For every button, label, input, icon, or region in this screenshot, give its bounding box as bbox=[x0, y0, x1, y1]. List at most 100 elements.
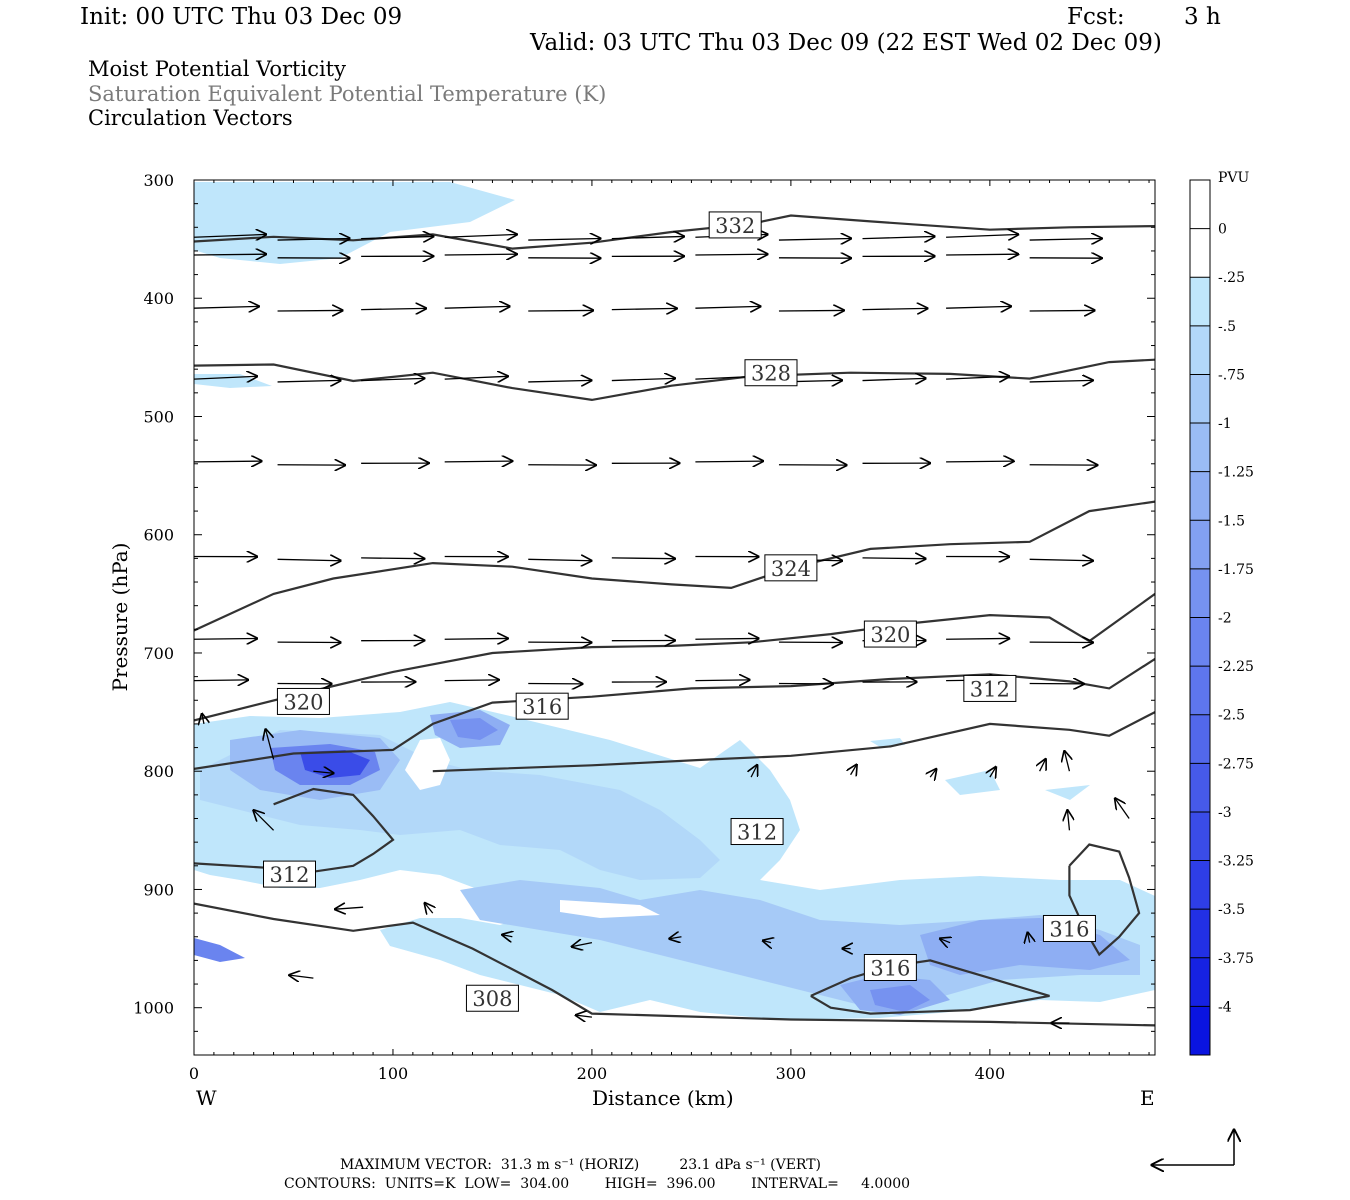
contour-label: 316 bbox=[870, 957, 910, 981]
field-title-theta-es: Saturation Equivalent Potential Temperat… bbox=[88, 82, 607, 106]
colorbar-label: -.75 bbox=[1218, 367, 1245, 383]
vector-arrow bbox=[946, 234, 1018, 237]
vector-arrow bbox=[1040, 759, 1046, 772]
colorbar-label: -1.25 bbox=[1218, 465, 1254, 481]
vector-arrow bbox=[990, 767, 996, 777]
theta-es-contour bbox=[194, 358, 1155, 402]
x-tick-label: 100 bbox=[378, 1064, 409, 1083]
vector-arrow bbox=[444, 376, 508, 379]
forecast-value: 3 h bbox=[1184, 4, 1221, 30]
contour-label-box bbox=[263, 860, 317, 888]
contour-label-box bbox=[515, 692, 569, 720]
vector-arrow bbox=[611, 236, 684, 238]
vector-arrow bbox=[1029, 380, 1093, 382]
colorbar-swatch bbox=[1190, 957, 1210, 1007]
colorbar: 0 -.25 -.5 -.75 -1 -1.25 -1.5 -1.75 -2 -2.25 -2.5 -… bbox=[1189, 179, 1254, 1056]
vector-arrow bbox=[444, 254, 517, 255]
theta-es-contour bbox=[194, 657, 1155, 770]
y-tick-label: 800 bbox=[143, 762, 174, 781]
colorbar-swatch bbox=[1190, 228, 1210, 278]
vector-arrow bbox=[862, 558, 926, 559]
contour-label: 316 bbox=[1049, 917, 1089, 941]
contour-label: 324 bbox=[771, 557, 811, 581]
vector-arrow bbox=[695, 306, 760, 308]
vector-arrow bbox=[194, 234, 266, 237]
vector-arrow bbox=[778, 310, 844, 311]
theta-es-contour bbox=[194, 500, 1155, 632]
vector-arrow bbox=[277, 238, 350, 240]
vector-arrow bbox=[277, 310, 343, 311]
vector-arrow bbox=[361, 378, 424, 380]
pv-region-top bbox=[194, 182, 515, 264]
valid-time: Valid: 03 UTC Thu 03 Dec 09 (22 EST Wed … bbox=[530, 30, 1162, 56]
y-tick-label: 300 bbox=[143, 171, 174, 190]
vector-arrow bbox=[266, 729, 275, 760]
footer-contours: CONTOURS: UNITS=K LOW= 304.00 HIGH= 396.… bbox=[284, 1176, 911, 1192]
contour-label: 312 bbox=[970, 677, 1010, 701]
vector-arrow bbox=[695, 638, 758, 639]
vector-arrow bbox=[1064, 751, 1069, 772]
colorbar-label: -3.75 bbox=[1218, 951, 1254, 967]
colorbar-label: -3.5 bbox=[1218, 902, 1245, 918]
colorbar-swatch bbox=[1190, 423, 1210, 473]
vector-arrow bbox=[361, 308, 426, 309]
x-tick-label: 400 bbox=[975, 1064, 1006, 1083]
vector-arrow bbox=[444, 306, 510, 308]
y-tick-label: 400 bbox=[143, 289, 174, 308]
vector-arrow bbox=[946, 254, 1018, 255]
colorbar-label: -2.5 bbox=[1218, 708, 1245, 724]
vector-arrow bbox=[335, 907, 364, 909]
vector-arrow bbox=[946, 638, 1009, 639]
vector-arrow bbox=[611, 378, 675, 380]
colorbar-unit: PVU bbox=[1218, 170, 1250, 186]
pv-region-mid bbox=[194, 374, 272, 388]
vector-arrow bbox=[695, 254, 767, 255]
vector-arrow bbox=[194, 461, 262, 462]
x-end-label-west: W bbox=[196, 1086, 217, 1110]
vector-arrow bbox=[695, 461, 763, 462]
colorbar-label: -3.25 bbox=[1218, 854, 1254, 870]
vector-arrow bbox=[194, 306, 259, 308]
vector-arrow bbox=[930, 769, 936, 777]
vector-arrow bbox=[946, 306, 1011, 308]
vector-arrow bbox=[946, 376, 1009, 379]
vector-arrow bbox=[528, 310, 593, 311]
theta-es-contour bbox=[432, 711, 1155, 773]
field-title-vectors: Circulation Vectors bbox=[88, 106, 293, 130]
vector-arrow bbox=[1067, 810, 1069, 831]
colorbar-swatch bbox=[1190, 714, 1210, 764]
colorbar-label: -2 bbox=[1218, 611, 1232, 627]
x-axis-title: Distance (km) bbox=[592, 1086, 734, 1110]
contour-label: 312 bbox=[269, 863, 309, 887]
contour-label: 320 bbox=[870, 623, 910, 647]
vector-arrow bbox=[851, 765, 857, 775]
colorbar-swatch bbox=[1190, 617, 1210, 667]
vector-arrow bbox=[444, 638, 508, 639]
colorbar-swatch bbox=[1190, 811, 1210, 862]
vector-arrow bbox=[202, 714, 204, 724]
y-axis-title: Pressure (hPa) bbox=[108, 542, 132, 692]
colorbar-swatch bbox=[1190, 763, 1210, 813]
colorbar-label: -1.5 bbox=[1218, 513, 1245, 529]
contour-label-box bbox=[730, 818, 784, 846]
colorbar-swatch bbox=[1190, 374, 1210, 424]
vector-arrow bbox=[778, 238, 851, 240]
colorbar-label: -2.75 bbox=[1218, 756, 1254, 772]
vector-arrow bbox=[289, 975, 314, 978]
vector-arrow bbox=[194, 254, 266, 255]
colorbar-label: -3 bbox=[1218, 805, 1232, 821]
forecast-label: Fcst: bbox=[1067, 4, 1125, 30]
circulation-vectors bbox=[194, 234, 1130, 1023]
contour-label-box bbox=[1042, 914, 1096, 942]
vector-arrow bbox=[194, 376, 257, 379]
contour-label: 308 bbox=[472, 987, 512, 1011]
vector-arrow bbox=[862, 378, 926, 380]
vector-arrow bbox=[576, 1015, 593, 1017]
vector-arrow bbox=[862, 236, 935, 238]
colorbar-swatch bbox=[1190, 1006, 1210, 1056]
x-tick-label: 0 bbox=[189, 1064, 199, 1083]
vector-arrow bbox=[1029, 559, 1093, 560]
vector-arrow bbox=[946, 461, 1014, 462]
contour-label-box bbox=[744, 359, 798, 387]
vector-arrow bbox=[528, 559, 591, 560]
